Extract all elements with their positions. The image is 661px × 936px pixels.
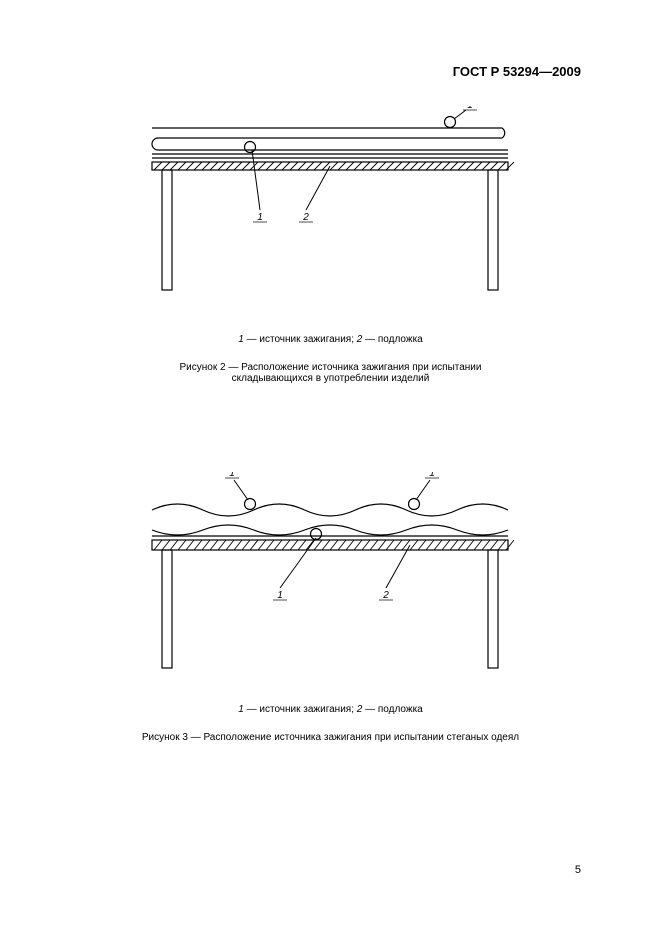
figure-3-caption: Рисунок 3 — Расположение источника зажиг… xyxy=(0,732,661,743)
page-number: 5 xyxy=(575,864,581,876)
figure-3-caption-text: Рисунок 3 — Расположение источника зажиг… xyxy=(142,732,519,743)
svg-text:2: 2 xyxy=(302,212,309,223)
svg-text:2: 2 xyxy=(382,590,389,601)
figure-3-legend-text2: — подложка xyxy=(362,704,422,715)
svg-text:1: 1 xyxy=(257,212,263,223)
figure-2-legend: 1 — источник зажигания; 2 — подложка xyxy=(0,334,661,345)
svg-text:1: 1 xyxy=(277,590,283,601)
figure-2-legend-text2: — подложка xyxy=(362,334,422,345)
figure-2-caption-line2: складывающихся в употреблении изделий xyxy=(232,373,430,384)
page: ГОСТ Р 53294—2009 1 1 2 1 — источник зажиг… xyxy=(0,0,661,936)
figure-3-legend: 1 — источник зажигания; 2 — подложка xyxy=(0,704,661,715)
figure-2-diagram: 112 xyxy=(130,106,530,316)
figure-2-caption-line1: Рисунок 2 — Расположение источника зажиг… xyxy=(180,362,482,373)
document-header: ГОСТ Р 53294—2009 xyxy=(453,64,581,79)
figure-2-legend-text1: — источник зажигания; xyxy=(244,334,357,345)
figure-2-caption: Рисунок 2 — Расположение источника зажиг… xyxy=(0,362,661,384)
figure-3-legend-text1: — источник зажигания; xyxy=(244,704,357,715)
figure-3-diagram: 1112 xyxy=(130,472,530,692)
